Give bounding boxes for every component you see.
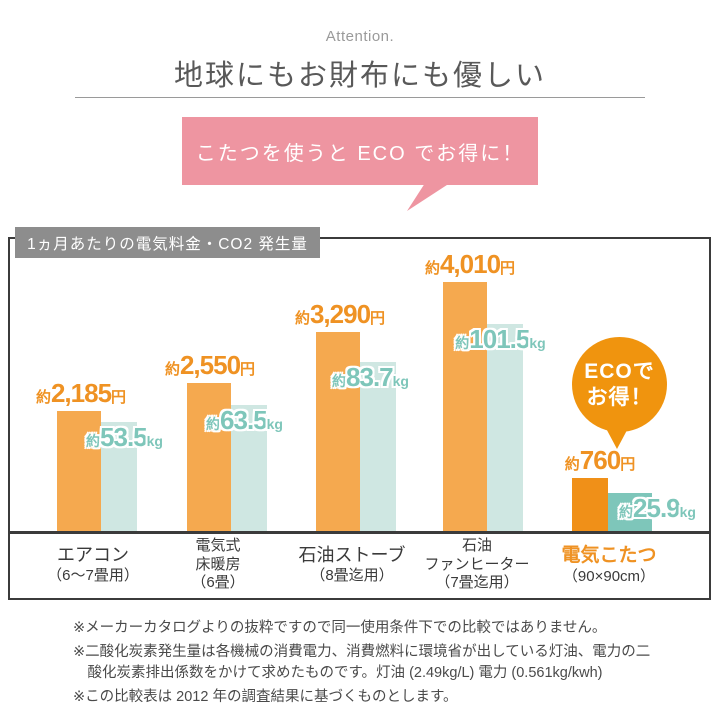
co2-value: 83.7 — [346, 362, 394, 392]
co2-value: 53.5 — [100, 422, 148, 452]
cost-value: 2,550 — [179, 350, 241, 380]
cost-value-label: 約4,010円 — [425, 249, 515, 284]
category-label-line: （6畳） — [191, 574, 245, 592]
cost-value-label: 約2,550円 — [165, 350, 255, 385]
category-label-line: エアコン — [57, 545, 129, 566]
chart-title: 1ヵ月あたりの電気料金・CO2 発生量 — [15, 227, 320, 258]
cost-unit: 円 — [500, 260, 516, 277]
category-label-line: （6～7畳用） — [47, 566, 139, 584]
category-label-line: （7畳迄用） — [435, 574, 519, 592]
cost-bar — [316, 332, 360, 531]
footnote-item: ※メーカーカタログよりの抜粋ですので同一使用条件下での比較ではありません。 — [73, 620, 607, 636]
co2-value-label: 約25.9kg — [619, 495, 696, 526]
eyebrow-text: Attention. — [325, 28, 395, 45]
category-label-line: 電気式 — [195, 536, 241, 554]
cost-approx-prefix: 約 — [294, 310, 310, 327]
co2-approx-prefix: 約 — [206, 416, 221, 432]
co2-unit: kg — [679, 504, 696, 520]
category-label-line: 石油ストーブ — [298, 545, 406, 566]
co2-unit: kg — [529, 335, 546, 351]
cost-value-label: 約3,290円 — [295, 299, 385, 334]
category-label: エアコン （6～7畳用） — [47, 534, 139, 596]
footnotes: ※メーカーカタログよりの抜粋ですので同一使用条件下での比較ではありません。 ※二酸… — [73, 618, 663, 711]
header-divider — [75, 97, 645, 98]
cost-approx-prefix: 約 — [35, 389, 51, 406]
x-axis-line — [10, 531, 709, 534]
co2-unit: kg — [146, 433, 163, 449]
cost-value-label: 約760円 — [565, 445, 635, 480]
cost-unit: 円 — [240, 361, 256, 378]
co2-approx-prefix: 約 — [455, 335, 470, 351]
co2-unit: kg — [266, 416, 283, 432]
category-label: 石油ストーブ （8畳迄用） — [299, 534, 406, 596]
cost-bar — [572, 478, 608, 531]
speech-bubble-text: こたつを使うと ECO でお得に！ — [195, 142, 525, 165]
co2-approx-prefix: 約 — [619, 504, 634, 520]
category-label-line: 電気こたつ — [561, 544, 657, 566]
co2-approx-prefix: 約 — [86, 433, 101, 449]
co2-bar — [607, 493, 652, 531]
eco-badge-line1: ECOで — [584, 360, 655, 384]
page-title: 地球にもお財布にも優しい — [173, 60, 546, 92]
cost-unit: 円 — [111, 389, 127, 406]
eco-badge-line2: お得！ — [586, 385, 653, 409]
co2-value-label: 約53.5kg — [86, 424, 163, 455]
category-label-line: （8畳迄用） — [310, 566, 394, 584]
cost-bar — [443, 282, 487, 531]
cost-value-label: 約2,185円 — [36, 378, 126, 413]
category-label: 電気式 床暖房 （6畳） — [191, 534, 244, 596]
co2-value: 101.5 — [469, 324, 530, 354]
category-label-line: 石油 — [461, 536, 493, 554]
speech-bubble: こたつを使うと ECO でお得に！ — [182, 117, 538, 185]
cost-bar — [187, 383, 231, 531]
cost-value: 4,010 — [439, 249, 501, 279]
cost-value: 2,185 — [50, 378, 112, 408]
cost-unit: 円 — [370, 310, 386, 327]
cost-value: 760 — [579, 445, 621, 475]
speech-bubble-tail — [407, 183, 450, 211]
category-label-line: ファンヒーター — [424, 555, 530, 573]
footnote-item: ※二酸化炭素発生量は各機械の消費電力、消費燃料に環境省が出している灯油、電力の二… — [73, 644, 651, 682]
cost-approx-prefix: 約 — [164, 361, 180, 378]
co2-value: 25.9 — [633, 493, 681, 523]
category-label-line: （90×90cm） — [562, 567, 656, 585]
co2-value: 63.5 — [220, 405, 268, 435]
category-label-line: 床暖房 — [195, 555, 241, 573]
cost-value: 3,290 — [309, 299, 371, 329]
cost-bar — [57, 411, 101, 531]
cost-unit: 円 — [620, 456, 636, 473]
eco-badge: ECOで お得！ — [572, 337, 667, 432]
cost-approx-prefix: 約 — [564, 456, 580, 473]
co2-value-label: 約83.7kg — [332, 364, 409, 395]
cost-approx-prefix: 約 — [424, 260, 440, 277]
co2-value-label: 約101.5kg — [455, 326, 545, 357]
category-label: 電気こたつ （90×90cm） — [561, 534, 656, 596]
co2-unit: kg — [392, 373, 409, 389]
co2-approx-prefix: 約 — [332, 373, 347, 389]
footnote-item: ※この比較表は 2012 年の調査結果に基づくものとします。 — [73, 689, 458, 706]
category-label: 石油 ファンヒーター （7畳迄用） — [424, 534, 529, 596]
co2-value-label: 約63.5kg — [206, 407, 283, 438]
